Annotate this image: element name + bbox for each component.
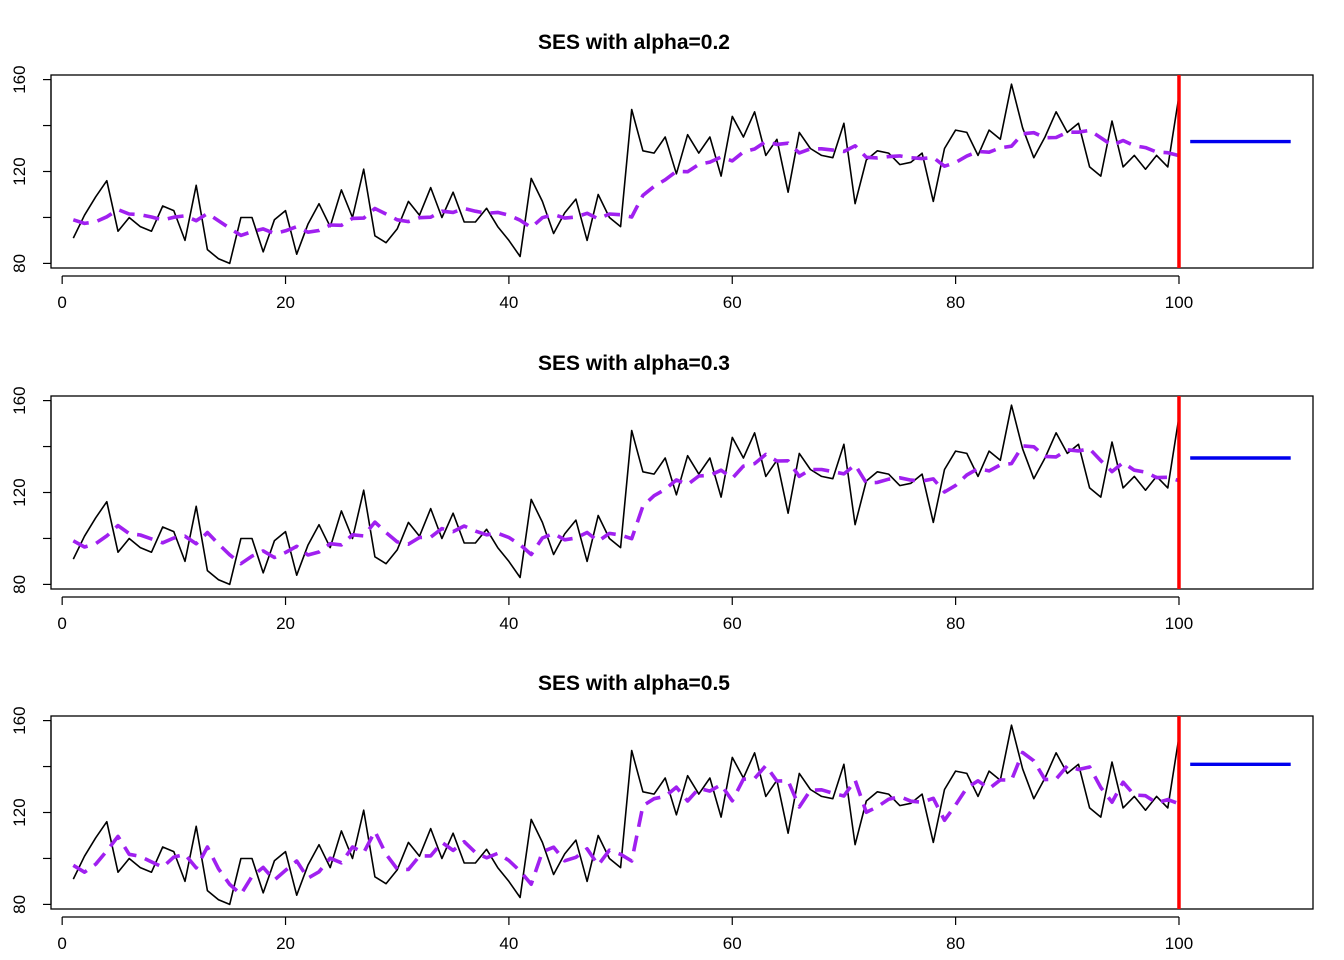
- y-tick-label: 160: [10, 386, 29, 414]
- x-tick-label: 0: [57, 934, 66, 953]
- y-axis: 80 120 160: [10, 65, 52, 273]
- x-tick-label: 20: [276, 293, 295, 312]
- chart-title: SES with alpha=0.3: [538, 352, 730, 375]
- chart-panel-1: SES with alpha=0.2 0 20 40 60 80 100 80 120 160: [10, 31, 1314, 312]
- x-axis: 0 20 40 60 80 100: [57, 596, 1193, 633]
- actual-series-line: [72, 724, 1180, 906]
- y-tick-label: 160: [10, 706, 29, 734]
- x-tick-label: 40: [499, 293, 518, 312]
- y-tick-label: 80: [10, 575, 29, 594]
- x-tick-label: 80: [946, 293, 965, 312]
- y-tick-label: 80: [10, 254, 29, 273]
- chart-title: SES with alpha=0.2: [538, 31, 730, 54]
- chart-panel-3: SES with alpha=0.5 0 20 40 60 80 100 80 120 160: [10, 672, 1314, 953]
- x-axis: 0 20 40 60 80 100: [57, 275, 1193, 312]
- actual-series-line: [72, 83, 1180, 265]
- plot-frame: [50, 715, 1314, 910]
- chart-title: SES with alpha=0.5: [538, 672, 730, 695]
- x-tick-label: 40: [499, 934, 518, 953]
- plot-frame: [50, 395, 1314, 590]
- x-tick-label: 40: [499, 614, 518, 633]
- x-tick-label: 20: [276, 614, 295, 633]
- y-tick-label: 120: [10, 157, 29, 185]
- x-tick-label: 100: [1165, 614, 1193, 633]
- x-tick-label: 60: [723, 614, 742, 633]
- actual-series-line: [72, 404, 1180, 586]
- y-tick-label: 80: [10, 895, 29, 914]
- x-axis: 0 20 40 60 80 100: [57, 916, 1193, 953]
- x-tick-label: 80: [946, 614, 965, 633]
- x-tick-label: 80: [946, 934, 965, 953]
- x-tick-label: 0: [57, 293, 66, 312]
- y-tick-label: 160: [10, 65, 29, 93]
- plot-frame: [50, 74, 1314, 269]
- x-tick-label: 60: [723, 934, 742, 953]
- fitted-series-line: [72, 750, 1180, 897]
- y-axis: 80 120 160: [10, 706, 52, 914]
- x-tick-label: 20: [276, 934, 295, 953]
- x-tick-label: 0: [57, 614, 66, 633]
- fitted-series-line: [72, 128, 1180, 238]
- x-tick-label: 100: [1165, 934, 1193, 953]
- chart-panel-2: SES with alpha=0.3 0 20 40 60 80 100 80 120 160: [10, 352, 1314, 633]
- x-tick-label: 100: [1165, 293, 1193, 312]
- y-tick-label: 120: [10, 798, 29, 826]
- y-axis: 80 120 160: [10, 386, 52, 594]
- x-tick-label: 60: [723, 293, 742, 312]
- y-tick-label: 120: [10, 478, 29, 506]
- fitted-series-line: [72, 444, 1180, 566]
